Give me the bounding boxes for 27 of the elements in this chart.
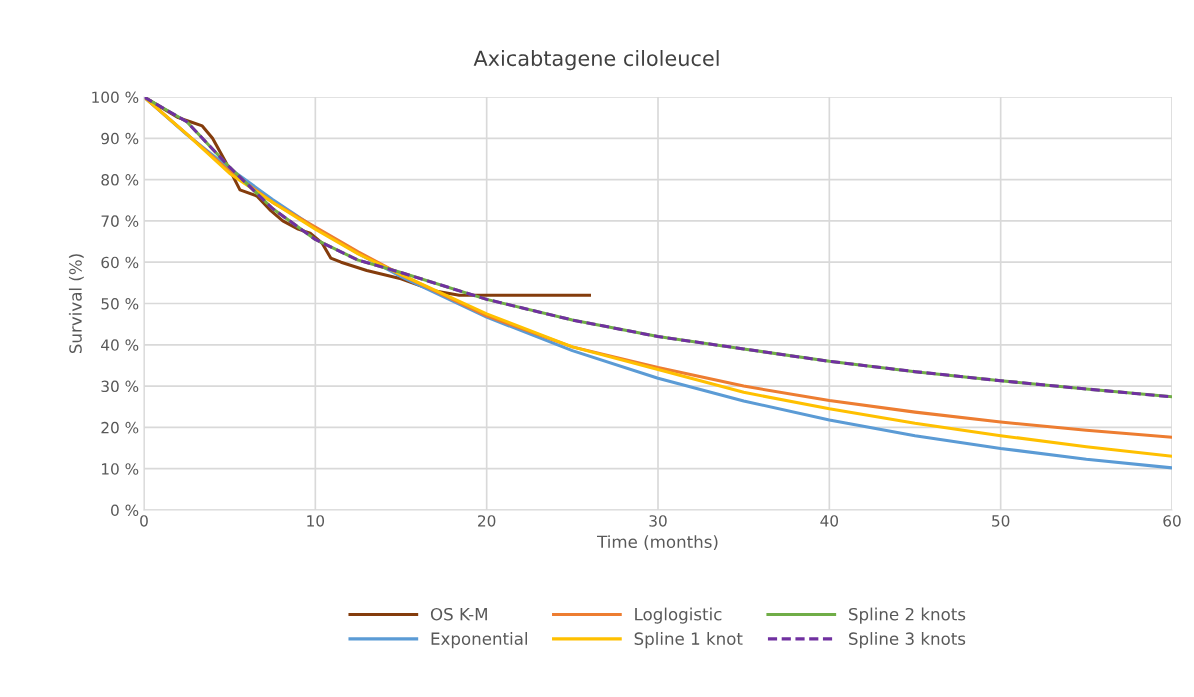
y-tick-label: 0 % [111,504,139,517]
legend-label: Exponential [431,632,527,649]
x-axis-title: Time (months) [597,535,718,551]
x-tick-label: 10 [307,515,325,527]
legend-label: OS K-M [430,607,487,621]
y-tick-label: 10 % [102,463,139,475]
x-tick-label: 40 [820,515,839,527]
y-tick-label: 90 % [101,132,139,145]
legend-label: Spline 1 knot [634,632,743,649]
legend-label: Spline 2 knots [849,607,966,624]
legend-label: Spline 3 knots [849,632,966,649]
x-tick-label: 20 [478,515,496,527]
y-axis-title: Survival (%) [68,254,84,354]
y-tick-label: 20 % [101,421,139,434]
chart-title: Axicabtagene ciloleucel [473,50,719,71]
y-tick-label: 60 % [101,256,139,269]
y-tick-label: 30 % [101,380,139,393]
y-tick-label: 50 % [101,297,139,310]
x-tick-label: 0 [140,515,148,527]
y-tick-label: 40 % [101,339,139,351]
y-tick-label: 70 % [101,215,139,227]
x-tick-label: 50 [992,515,1010,527]
y-tick-label: 80 % [101,174,139,186]
y-tick-label: 100 % [92,91,139,104]
legend-label: Loglogistic [635,607,722,624]
x-tick-label: 30 [649,515,667,527]
x-tick-label: 60 [1163,515,1181,527]
